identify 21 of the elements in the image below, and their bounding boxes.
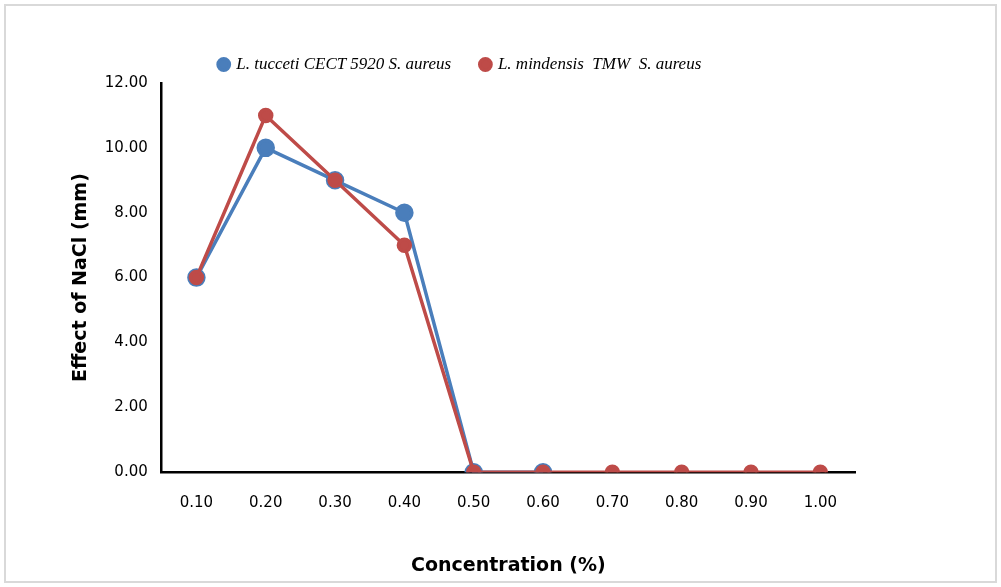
- y-tick-label: 6.00: [114, 267, 148, 286]
- x-axis-title: Concentration (%): [411, 552, 606, 575]
- y-axis-title: Effect of NaCl (mm): [68, 173, 91, 383]
- x-tick-label: 0.80: [664, 493, 699, 512]
- x-tick-label: 0.50: [457, 493, 491, 512]
- x-tick-label: 0.30: [318, 493, 352, 512]
- y-tick-label: 4.00: [114, 332, 148, 351]
- legend-label: L. mindensis TMW S. aureus: [496, 53, 702, 73]
- x-tick-label: 0.90: [734, 493, 768, 512]
- x-tick-label: 0.20: [249, 493, 283, 512]
- y-tick-label: 2.00: [114, 397, 148, 416]
- x-tick-label: 0.70: [595, 493, 630, 512]
- x-tick-label: 1.00: [803, 493, 838, 512]
- x-tick-label: 0.60: [526, 493, 560, 512]
- x-tick-label: 0.10: [179, 493, 214, 512]
- y-tick-label: 10.00: [104, 137, 148, 156]
- legend-label: L. tucceti CECT 5920 S. aureus: [235, 53, 452, 73]
- y-tick-label: 8.00: [114, 202, 148, 221]
- y-tick-label: 12.00: [104, 72, 148, 91]
- y-tick-label: 0.00: [114, 462, 148, 481]
- x-tick-label: 0.40: [387, 493, 422, 512]
